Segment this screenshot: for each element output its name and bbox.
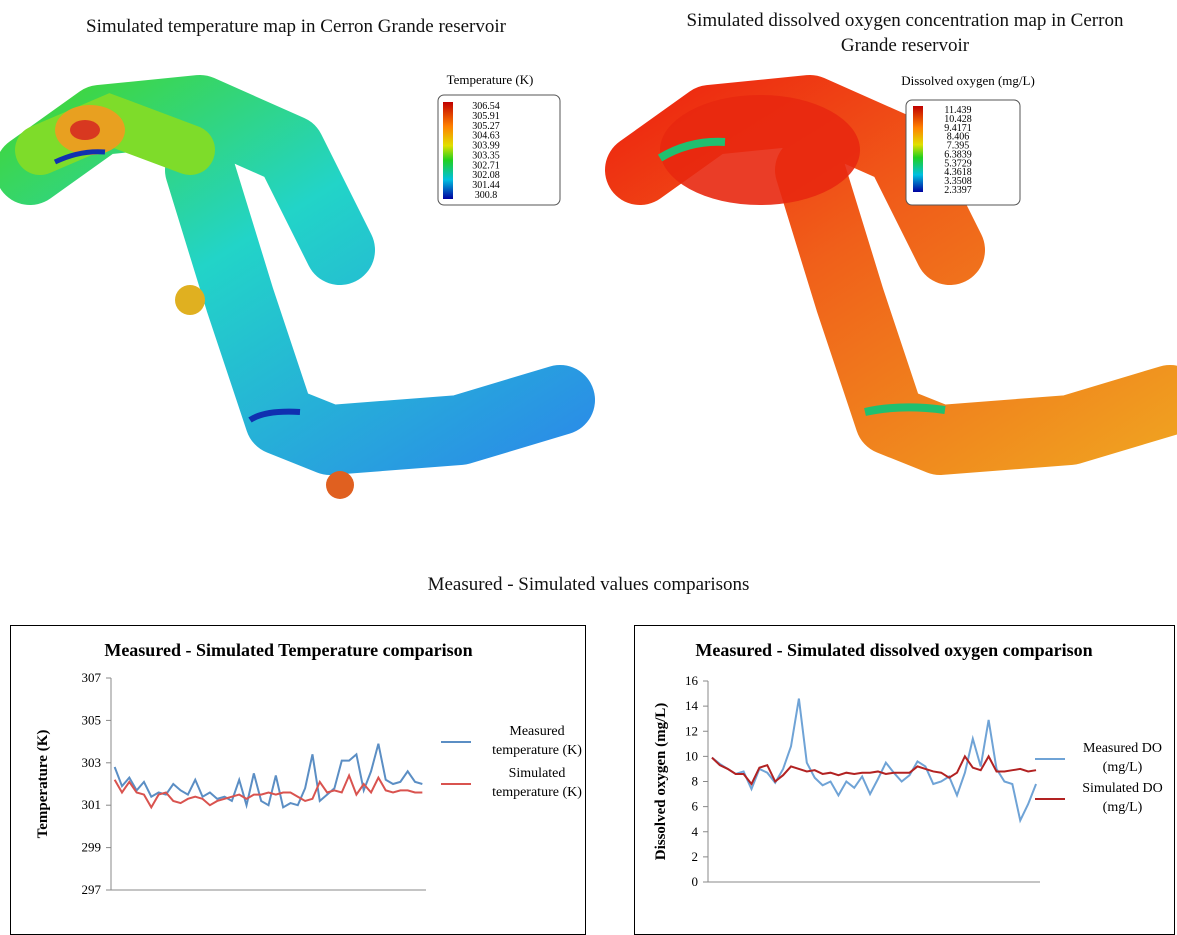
y-tick-label: 301 [82,797,102,812]
y-tick-label: 305 [82,712,102,727]
scale-label: 3.3508 [944,176,972,187]
chart-title: Measured - Simulated dissolved oxygen co… [695,640,1092,660]
chart-frame: Measured - Simulated dissolved oxygen co… [634,625,1175,935]
legend-box [437,94,561,206]
data-line [113,743,423,810]
legend-box [905,99,1021,206]
maps: Temperature (K)306.54305.91305.27304.633… [0,72,1177,499]
y-tick-label: 0 [692,874,699,889]
chart: Measured - Simulated Temperature compari… [35,640,582,897]
legend-label: Measured DO (mg/L) [1083,741,1162,775]
scale-label: 301.44 [472,180,500,191]
scale-label: 300.8 [475,190,498,201]
chart: Measured - Simulated dissolved oxygen co… [653,640,1163,889]
legend-entry: Measured DO (mg/L) [1083,741,1162,775]
y-tick-label: 303 [82,755,102,770]
scale-label: 306.54 [472,101,500,112]
y-tick-label: 16 [685,673,699,688]
oxygen-map [605,75,1177,475]
temperature-map [0,75,595,499]
data-line [711,698,1037,824]
scale-label: 9.4171 [944,123,972,134]
map-title: Simulated dissolved oxygen concentration… [686,10,1124,56]
scale-label: 302.08 [472,170,500,181]
y-tick-label: 4 [692,824,699,839]
scale-label: 8.406 [947,132,970,143]
legend-entry: Simulated DO (mg/L) [1082,781,1163,815]
chart-frame: Measured - Simulated Temperature compari… [10,625,586,935]
y-tick-label: 307 [82,670,102,685]
y-tick-label: 297 [82,882,102,897]
data-line [711,754,1037,786]
scale-label: 305.27 [472,121,500,132]
scale-label: 303.35 [472,150,500,161]
scale-label: 305.91 [472,111,500,122]
scale-label: 304.63 [472,131,500,142]
y-tick-label: 299 [82,840,102,855]
scale-label: 7.395 [947,141,970,152]
map-title: Simulated temperature map in Cerron Gran… [86,16,506,37]
y-tick-label: 2 [692,849,699,864]
data-line [113,772,423,810]
legend-entry: Measured temperature (K) [492,724,582,758]
scale-label: 2.3397 [944,185,972,196]
scale-label: 4.3618 [944,167,972,178]
y-tick-label: 12 [685,723,698,738]
scale-label: 5.3729 [944,158,972,169]
y-axis-label: Temperature (K) [35,730,51,839]
y-tick-label: 6 [692,799,699,814]
scale-label: 11.439 [944,105,971,116]
y-tick-label: 8 [692,774,699,789]
legend-title: Dissolved oxygen (mg/L) [901,73,1035,88]
y-axis-label: Dissolved oxygen (mg/L) [653,703,669,861]
legend-label: Simulated DO (mg/L) [1082,781,1163,815]
legend-label: Simulated temperature (K) [492,766,582,800]
chart-title: Measured - Simulated Temperature compari… [104,640,472,660]
color-bar [913,106,923,192]
scale-label: 10.428 [944,114,972,125]
section-title: Measured - Simulated values comparisons [427,574,750,595]
y-tick-label: 14 [685,698,699,713]
legend-title: Temperature (K) [447,72,534,87]
scale-label: 303.99 [472,141,500,152]
y-tick-label: 10 [685,748,698,763]
legend-entry: Simulated temperature (K) [492,766,582,800]
color-bar [443,102,453,199]
legend-label: Measured temperature (K) [492,724,582,758]
scale-label: 6.3839 [944,149,972,160]
scale-label: 302.71 [472,160,500,171]
